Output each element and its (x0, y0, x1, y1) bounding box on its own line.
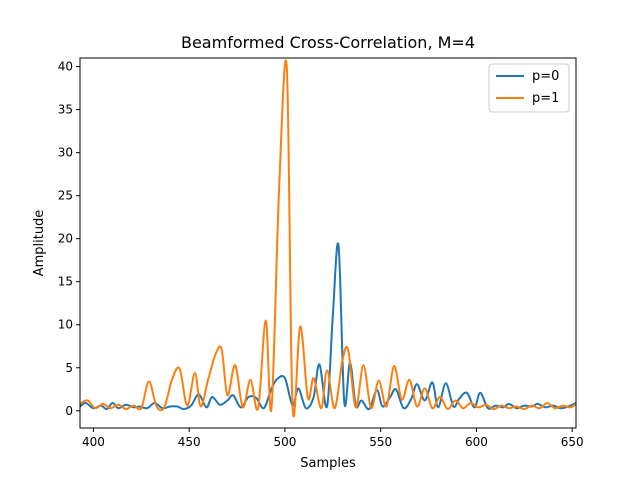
y-tick-label: 20 (58, 232, 73, 246)
y-tick-label: 5 (65, 361, 73, 375)
y-tick-label: 0 (65, 404, 73, 418)
x-tick-label: 450 (178, 435, 201, 449)
y-tick-label: 25 (58, 189, 73, 203)
y-tick-label: 15 (58, 275, 73, 289)
y-tick-label: 35 (58, 103, 73, 117)
x-axis-ticks: 400 450 500 550 600 650 (82, 428, 584, 449)
x-tick-label: 400 (82, 435, 105, 449)
x-tick-label: 550 (369, 435, 392, 449)
x-tick-label: 600 (465, 435, 488, 449)
y-tick-label: 40 (58, 60, 73, 74)
chart-title: Beamformed Cross-Correlation, M=4 (181, 33, 475, 52)
y-tick-label: 10 (58, 318, 73, 332)
series-line-p=1 (79, 59, 577, 418)
x-tick-label: 500 (273, 435, 296, 449)
y-axis-label: Amplitude (32, 210, 47, 277)
y-axis-ticks: 0 5 10 15 20 25 30 35 40 (58, 60, 80, 418)
series-line-p=0 (79, 242, 577, 411)
y-tick-label: 30 (58, 146, 73, 160)
legend-label-p1: p=1 (532, 91, 559, 106)
legend-label-p0: p=0 (532, 69, 559, 84)
x-axis-label: Samples (300, 456, 356, 471)
plot-lines (79, 59, 577, 418)
plot-frame (79, 57, 577, 429)
x-tick-label: 650 (561, 435, 584, 449)
legend: p=0 p=1 (488, 63, 570, 113)
